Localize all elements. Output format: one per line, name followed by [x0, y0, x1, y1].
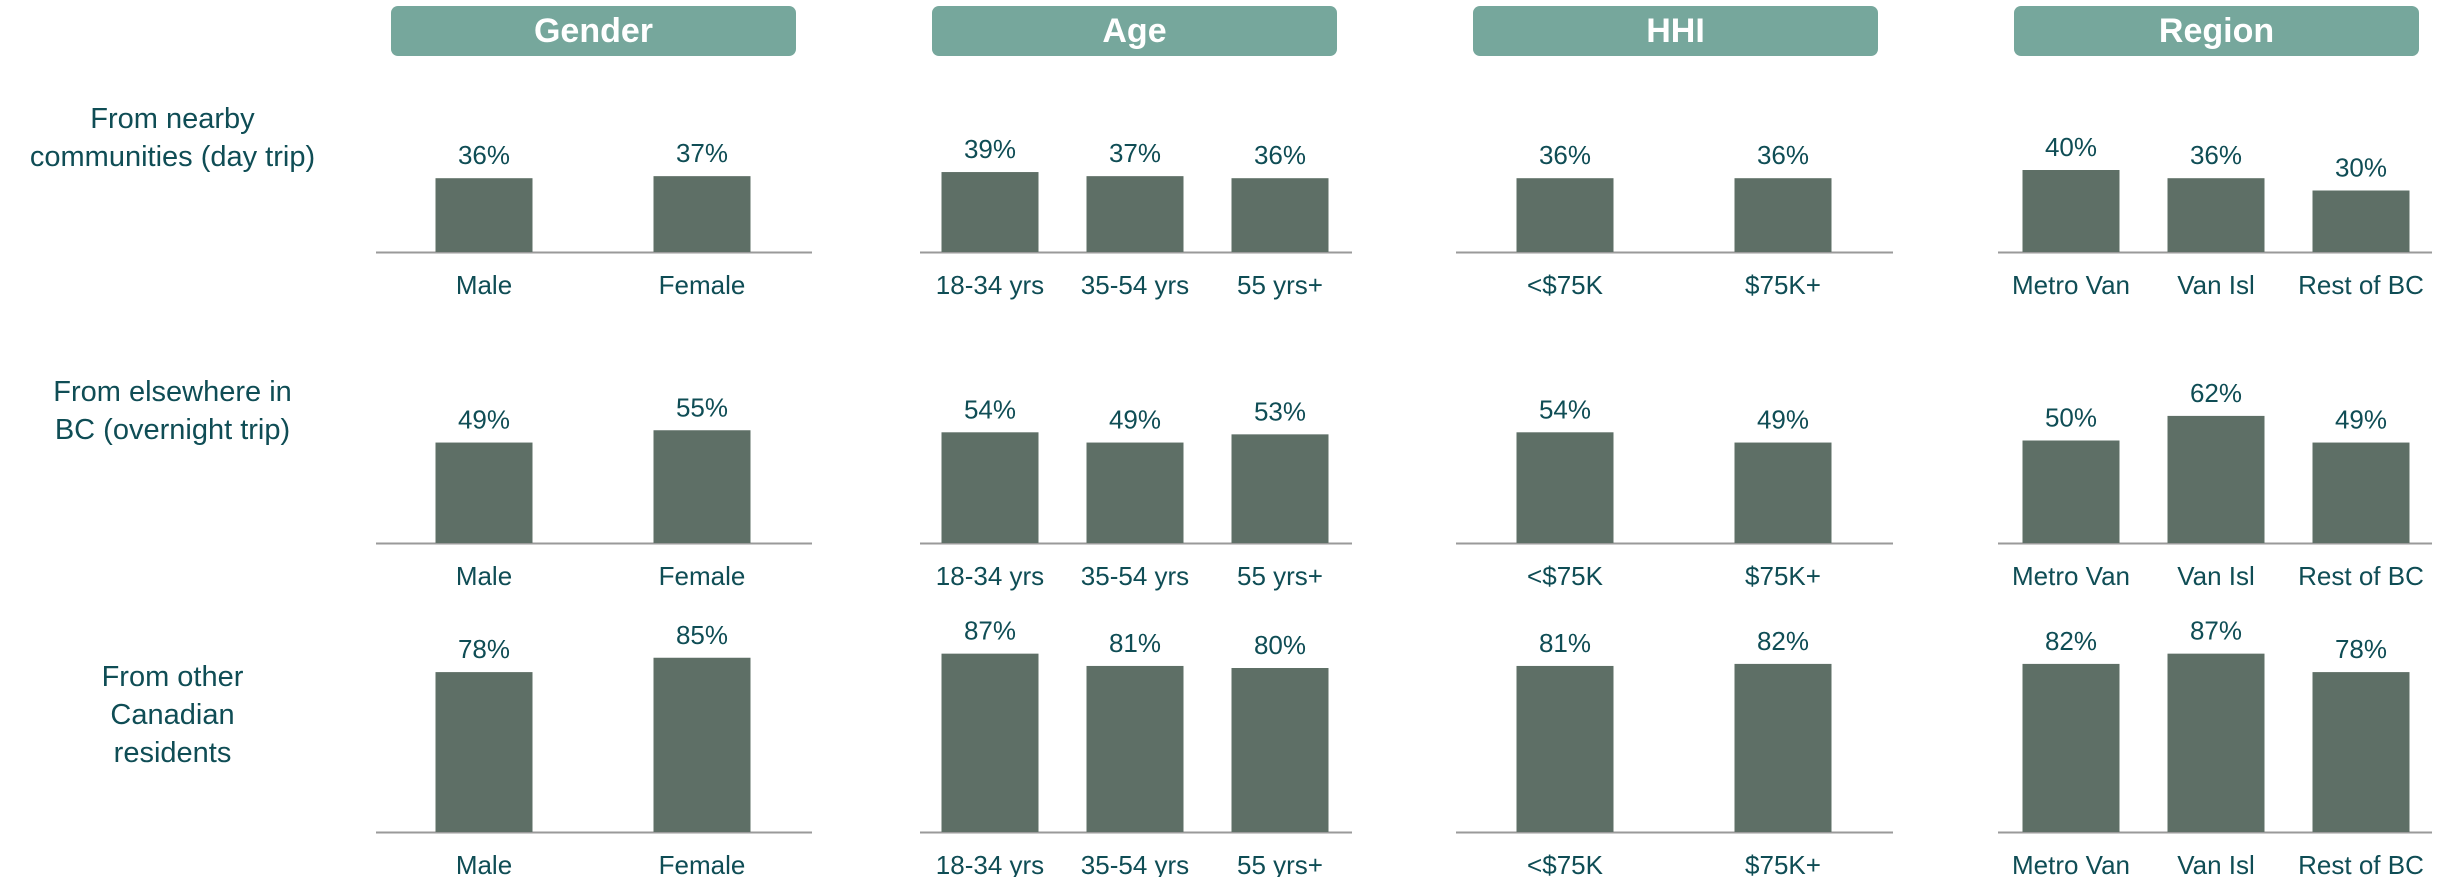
- value-label: 40%: [2045, 132, 2097, 162]
- bar-region-row1-2: [2167, 178, 2265, 252]
- category-label: 35-54 yrs: [1081, 270, 1189, 300]
- category-label: 55 yrs+: [1237, 270, 1323, 300]
- category-label: Female: [659, 850, 746, 877]
- value-label: 82%: [2045, 626, 2097, 656]
- value-label: 37%: [1109, 138, 1161, 168]
- bar-age-row1-3: [1231, 178, 1329, 252]
- category-label: <$75K: [1527, 270, 1604, 300]
- row-label-canadian-residents: From other Canadian residents: [101, 661, 244, 769]
- category-label: <$75K: [1527, 561, 1604, 591]
- bar-gender-row2-2: [653, 430, 751, 543]
- value-label: 30%: [2335, 153, 2387, 183]
- category-label: $75K+: [1745, 270, 1821, 300]
- category-label: Male: [456, 561, 512, 591]
- bar-region-row3-1: [2022, 663, 2120, 832]
- category-label: 55 yrs+: [1237, 561, 1323, 591]
- category-label: Van Isl: [2177, 270, 2255, 300]
- value-label: 36%: [1757, 140, 1809, 170]
- value-label: 62%: [2190, 378, 2242, 408]
- value-label: 82%: [1757, 626, 1809, 656]
- category-label: Rest of BC: [2298, 561, 2424, 591]
- bar-age-row3-3: [1231, 668, 1329, 832]
- bar-hhi-row1-2: [1734, 178, 1832, 252]
- header-age: Age: [932, 6, 1337, 56]
- category-label: <$75K: [1527, 850, 1604, 877]
- category-label: $75K+: [1745, 561, 1821, 591]
- value-label: 37%: [676, 138, 728, 168]
- header-region: Region: [2014, 6, 2419, 56]
- category-label: Van Isl: [2177, 850, 2255, 877]
- bar-region-row2-3: [2312, 442, 2410, 543]
- bar-hhi-row3-2: [1734, 663, 1832, 832]
- value-label: 36%: [1539, 140, 1591, 170]
- bar-hhi-row2-2: [1734, 442, 1832, 543]
- bar-age-row1-1: [941, 172, 1039, 252]
- value-label: 36%: [1254, 140, 1306, 170]
- category-label: 55 yrs+: [1237, 850, 1323, 877]
- category-label: 35-54 yrs: [1081, 850, 1189, 877]
- bar-age-row2-2: [1086, 442, 1184, 543]
- header-gender: Gender: [391, 6, 796, 56]
- bar-gender-row3-1: [435, 672, 533, 832]
- category-label: Female: [659, 270, 746, 300]
- value-label: 36%: [2190, 140, 2242, 170]
- bar-hhi-row1-1: [1516, 178, 1614, 252]
- category-label: Metro Van: [2012, 561, 2130, 591]
- bar-gender-row1-1: [435, 178, 533, 252]
- bar-region-row3-3: [2312, 672, 2410, 832]
- value-label: 87%: [2190, 616, 2242, 646]
- category-label: Rest of BC: [2298, 850, 2424, 877]
- bar-region-row2-1: [2022, 440, 2120, 543]
- value-label: 49%: [458, 405, 510, 435]
- bar-region-row3-2: [2167, 653, 2265, 832]
- bar-age-row1-2: [1086, 176, 1184, 252]
- bar-region-row1-1: [2022, 170, 2120, 252]
- value-label: 50%: [2045, 403, 2097, 433]
- bar-age-row2-3: [1231, 434, 1329, 543]
- row-label-day-trip: From nearby communities (day trip): [29, 103, 316, 173]
- value-label: 39%: [964, 134, 1016, 164]
- category-label: Rest of BC: [2298, 270, 2424, 300]
- bar-age-row3-1: [941, 653, 1039, 832]
- value-label: 87%: [964, 616, 1016, 646]
- value-label: 81%: [1539, 628, 1591, 658]
- bar-gender-row1-2: [653, 176, 751, 252]
- value-label: 49%: [1757, 405, 1809, 435]
- category-label: Van Isl: [2177, 561, 2255, 591]
- bar-age-row2-1: [941, 432, 1039, 543]
- value-label: 49%: [1109, 405, 1161, 435]
- category-label: 35-54 yrs: [1081, 561, 1189, 591]
- bar-age-row3-2: [1086, 665, 1184, 832]
- bar-gender-row2-1: [435, 442, 533, 543]
- value-label: 49%: [2335, 405, 2387, 435]
- bar-gender-row3-2: [653, 657, 751, 832]
- bar-hhi-row2-1: [1516, 432, 1614, 543]
- category-label: 18-34 yrs: [936, 850, 1044, 877]
- category-label: 18-34 yrs: [936, 561, 1044, 591]
- value-label: 81%: [1109, 628, 1161, 658]
- value-label: 54%: [1539, 394, 1591, 424]
- category-label: Metro Van: [2012, 270, 2130, 300]
- value-label: 54%: [964, 394, 1016, 424]
- value-label: 85%: [676, 620, 728, 650]
- row-label-overnight-trip: From elsewhere in BC (overnight trip): [53, 376, 292, 446]
- value-label: 53%: [1254, 396, 1306, 426]
- category-label: $75K+: [1745, 850, 1821, 877]
- category-label: Metro Van: [2012, 850, 2130, 877]
- value-label: 80%: [1254, 630, 1306, 660]
- header-hhi: HHI: [1473, 6, 1878, 56]
- category-label: 18-34 yrs: [936, 270, 1044, 300]
- bar-region-row2-2: [2167, 415, 2265, 543]
- value-label: 78%: [2335, 634, 2387, 664]
- value-label: 36%: [458, 140, 510, 170]
- bar-hhi-row3-1: [1516, 665, 1614, 832]
- category-label: Male: [456, 270, 512, 300]
- value-label: 78%: [458, 634, 510, 664]
- category-label: Female: [659, 561, 746, 591]
- bar-region-row1-3: [2312, 190, 2410, 252]
- value-label: 55%: [676, 392, 728, 422]
- category-label: Male: [456, 850, 512, 877]
